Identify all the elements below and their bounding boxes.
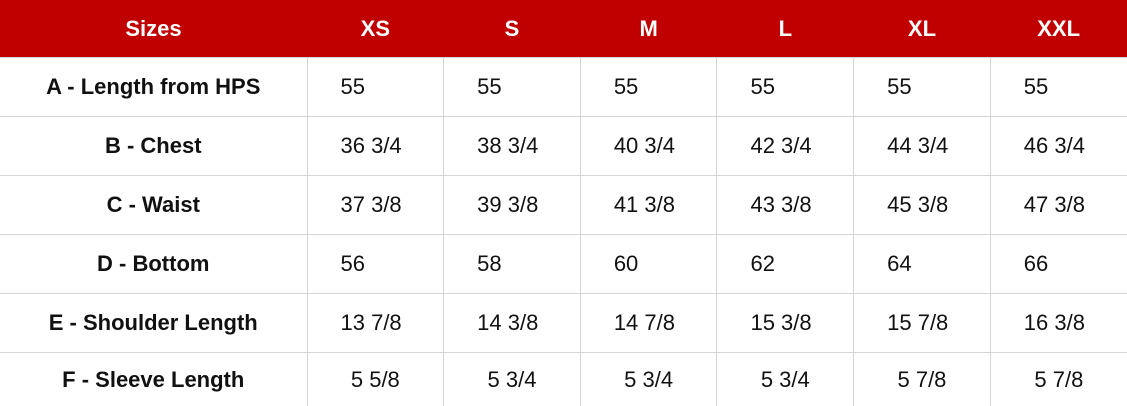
measurement-cell: 14 3/8	[443, 293, 581, 353]
row-label: E - Shoulder Length	[0, 293, 308, 353]
measurement-cell: 39 3/8	[443, 175, 581, 235]
measurement-cell: 47 3/8	[989, 175, 1127, 235]
row-label: D - Bottom	[0, 234, 308, 294]
measurement-cell: 5 3/4	[579, 352, 718, 406]
measurement-cell: 16 3/8	[989, 293, 1127, 353]
measurement-cell: 55	[716, 57, 855, 117]
measurement-cell: 43 3/8	[716, 175, 855, 235]
measurement-cell: 55	[306, 57, 445, 117]
header-row: Sizes XS S M L XL XXL	[0, 0, 1127, 58]
row-label: F - Sleeve Length	[0, 352, 308, 406]
row-label: B - Chest	[0, 116, 308, 176]
measurement-cell: 62	[716, 234, 855, 294]
measurement-cell: 42 3/4	[716, 116, 855, 176]
measurement-cell: 37 3/8	[306, 175, 445, 235]
measurement-cell: 15 3/8	[716, 293, 855, 353]
header-size-m: M	[580, 0, 717, 58]
measurement-cell: 36 3/4	[306, 116, 445, 176]
table-row: A - Length from HPS 55 55 55 55 55 55	[0, 57, 1127, 117]
measurement-cell: 5 7/8	[989, 352, 1127, 406]
table-row: F - Sleeve Length 5 5/8 5 3/4 5 3/4 5 3/4 5 7…	[0, 352, 1127, 406]
measurement-cell: 58	[443, 234, 581, 294]
measurement-cell: 66	[989, 234, 1127, 294]
header-size-s: S	[443, 0, 581, 58]
table-row: E - Shoulder Length 13 7/8 14 3/8 14 7/8 15 …	[0, 293, 1127, 353]
measurement-cell: 5 7/8	[853, 352, 991, 406]
measurement-cell: 55	[579, 57, 718, 117]
header-size-xl: XL	[853, 0, 991, 58]
measurement-cell: 56	[306, 234, 445, 294]
measurement-cell: 64	[853, 234, 991, 294]
measurement-cell: 5 3/4	[443, 352, 581, 406]
measurement-cell: 60	[579, 234, 718, 294]
measurement-cell: 44 3/4	[853, 116, 991, 176]
header-size-l: L	[716, 0, 854, 58]
table-row: B - Chest 36 3/4 38 3/4 40 3/4 42 3/4 44 3/4 4…	[0, 116, 1127, 176]
measurement-cell: 45 3/8	[853, 175, 991, 235]
measurement-cell: 55	[443, 57, 581, 117]
measurement-cell: 14 7/8	[579, 293, 718, 353]
measurement-cell: 40 3/4	[579, 116, 718, 176]
header-sizes: Sizes	[0, 0, 307, 58]
header-size-xs: XS	[307, 0, 444, 58]
measurement-cell: 38 3/4	[443, 116, 581, 176]
measurement-cell: 5 3/4	[716, 352, 855, 406]
row-label: C - Waist	[0, 175, 308, 235]
measurement-cell: 5 5/8	[306, 352, 445, 406]
measurement-cell: 41 3/8	[579, 175, 718, 235]
measurement-cell: 55	[989, 57, 1127, 117]
row-label: A - Length from HPS	[0, 57, 308, 117]
measurement-cell: 46 3/4	[989, 116, 1127, 176]
header-size-xxl: XXL	[990, 0, 1127, 58]
measurement-cell: 13 7/8	[306, 293, 445, 353]
table-row: D - Bottom 56 58 60 62 64 66	[0, 234, 1127, 294]
measurement-cell: 15 7/8	[853, 293, 991, 353]
table-row: C - Waist 37 3/8 39 3/8 41 3/8 43 3/8 45 3/8 4…	[0, 175, 1127, 235]
measurement-cell: 55	[853, 57, 991, 117]
